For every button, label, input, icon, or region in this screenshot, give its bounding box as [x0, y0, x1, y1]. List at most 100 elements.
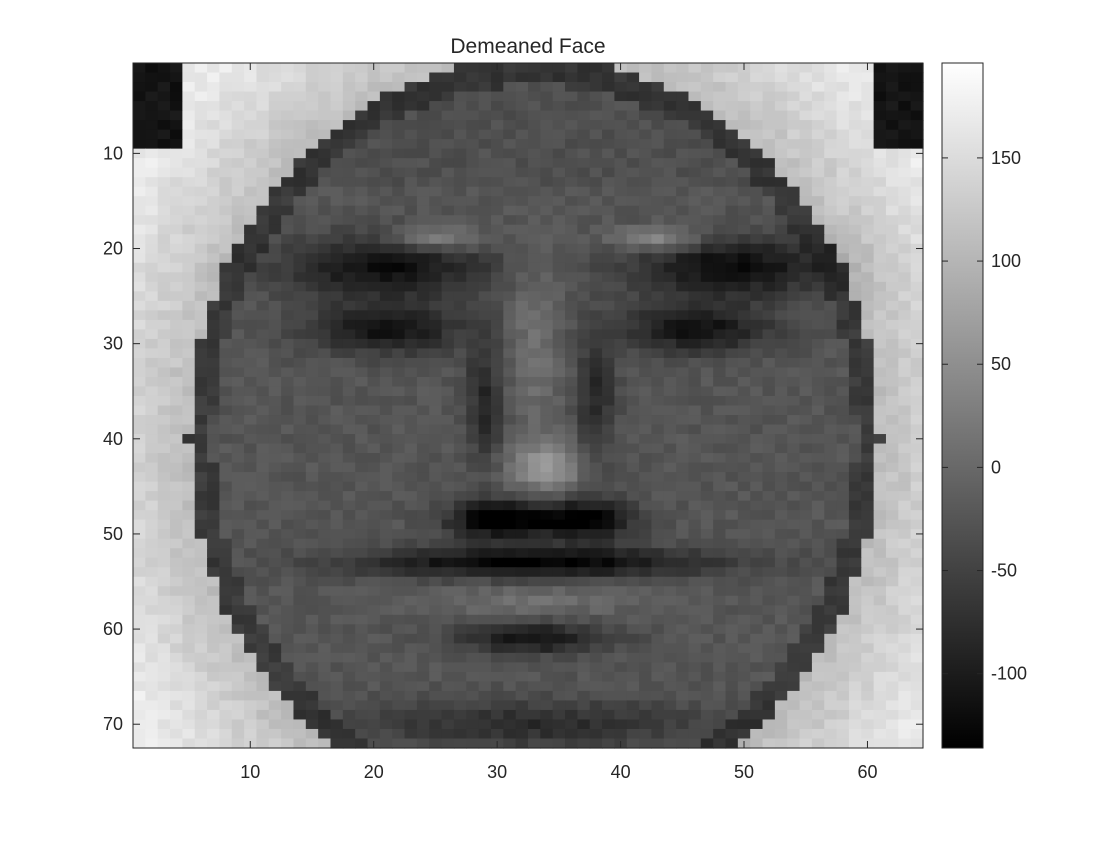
- image-pixel: [490, 272, 504, 283]
- image-pixel: [787, 605, 801, 616]
- image-pixel: [737, 367, 751, 378]
- image-pixel: [404, 624, 418, 635]
- image-pixel: [207, 262, 220, 273]
- image-pixel: [737, 481, 751, 492]
- image-pixel: [305, 120, 319, 131]
- image-pixel: [330, 681, 344, 692]
- image-pixel: [268, 491, 282, 502]
- image-pixel: [540, 63, 554, 74]
- image-pixel: [145, 329, 159, 340]
- image-pixel: [182, 281, 196, 292]
- image-pixel: [194, 139, 208, 150]
- image-pixel: [688, 319, 702, 330]
- image-pixel: [898, 376, 912, 388]
- image-pixel: [453, 310, 467, 321]
- image-pixel: [848, 500, 862, 511]
- image-pixel: [713, 319, 727, 330]
- image-pixel: [663, 434, 677, 445]
- image-pixel: [663, 643, 677, 654]
- image-pixel: [219, 633, 233, 644]
- image-pixel: [503, 224, 517, 235]
- image-pixel: [861, 434, 875, 445]
- image-pixel: [836, 671, 850, 682]
- image-pixel: [157, 291, 171, 302]
- image-pixel: [651, 215, 665, 226]
- image-pixel: [256, 72, 270, 83]
- image-pixel: [626, 510, 640, 521]
- image-pixel: [737, 243, 751, 254]
- image-pixel: [231, 167, 245, 178]
- image-pixel: [194, 148, 208, 159]
- image-pixel: [281, 177, 295, 188]
- image-pixel: [170, 614, 183, 625]
- image-pixel: [737, 576, 751, 587]
- image-pixel: [170, 557, 183, 568]
- image-pixel: [429, 405, 443, 416]
- image-pixel: [318, 491, 332, 502]
- image-pixel: [133, 110, 146, 121]
- image-pixel: [565, 614, 578, 625]
- image-pixel: [688, 120, 702, 131]
- image-pixel: [750, 738, 764, 749]
- image-pixel: [700, 662, 714, 673]
- image-pixel: [379, 357, 393, 369]
- image-pixel: [145, 63, 159, 74]
- image-pixel: [466, 367, 480, 378]
- image-pixel: [552, 72, 566, 83]
- image-pixel: [207, 91, 220, 102]
- image-pixel: [688, 652, 702, 663]
- image-pixel: [552, 500, 566, 511]
- image-pixel: [453, 367, 467, 378]
- image-pixel: [910, 82, 924, 93]
- image-pixel: [848, 491, 862, 502]
- image-pixel: [207, 395, 220, 407]
- image-pixel: [355, 386, 369, 397]
- image-pixel: [170, 709, 183, 721]
- image-pixel: [540, 186, 554, 197]
- image-pixel: [540, 500, 554, 511]
- image-pixel: [194, 281, 208, 292]
- image-pixel: [811, 186, 825, 197]
- image-pixel: [466, 386, 480, 397]
- image-pixel: [898, 120, 912, 131]
- image-pixel: [194, 82, 208, 93]
- image-pixel: [392, 110, 406, 121]
- image-pixel: [528, 205, 541, 216]
- image-pixel: [342, 491, 356, 502]
- image-pixel: [663, 500, 677, 511]
- image-pixel: [639, 481, 653, 492]
- image-pixel: [589, 281, 603, 292]
- image-pixel: [293, 681, 307, 692]
- image-pixel: [848, 510, 862, 521]
- image-pixel: [713, 82, 727, 93]
- image-pixel: [577, 415, 591, 426]
- image-pixel: [318, 234, 332, 245]
- image-pixel: [466, 548, 480, 559]
- image-pixel: [256, 158, 270, 169]
- image-pixel: [355, 548, 369, 559]
- image-pixel: [355, 605, 369, 616]
- image-pixel: [614, 529, 628, 540]
- image-pixel: [367, 681, 381, 692]
- image-pixel: [762, 91, 776, 102]
- image-pixel: [787, 348, 801, 359]
- image-pixel: [848, 652, 862, 663]
- image-pixel: [811, 82, 825, 93]
- image-pixel: [725, 148, 739, 159]
- image-pixel: [268, 738, 282, 749]
- image-pixel: [503, 709, 517, 721]
- image-pixel: [676, 63, 690, 74]
- image-pixel: [811, 148, 825, 159]
- image-pixel: [466, 538, 480, 549]
- image-pixel: [885, 101, 899, 112]
- image-pixel: [614, 681, 628, 692]
- image-pixel: [478, 728, 492, 740]
- image-pixel: [157, 139, 171, 150]
- image-pixel: [577, 338, 591, 350]
- image-pixel: [565, 719, 578, 730]
- image-pixel: [836, 700, 850, 711]
- image-pixel: [774, 434, 788, 445]
- image-pixel: [478, 481, 492, 492]
- image-pixel: [713, 681, 727, 692]
- image-pixel: [861, 101, 875, 112]
